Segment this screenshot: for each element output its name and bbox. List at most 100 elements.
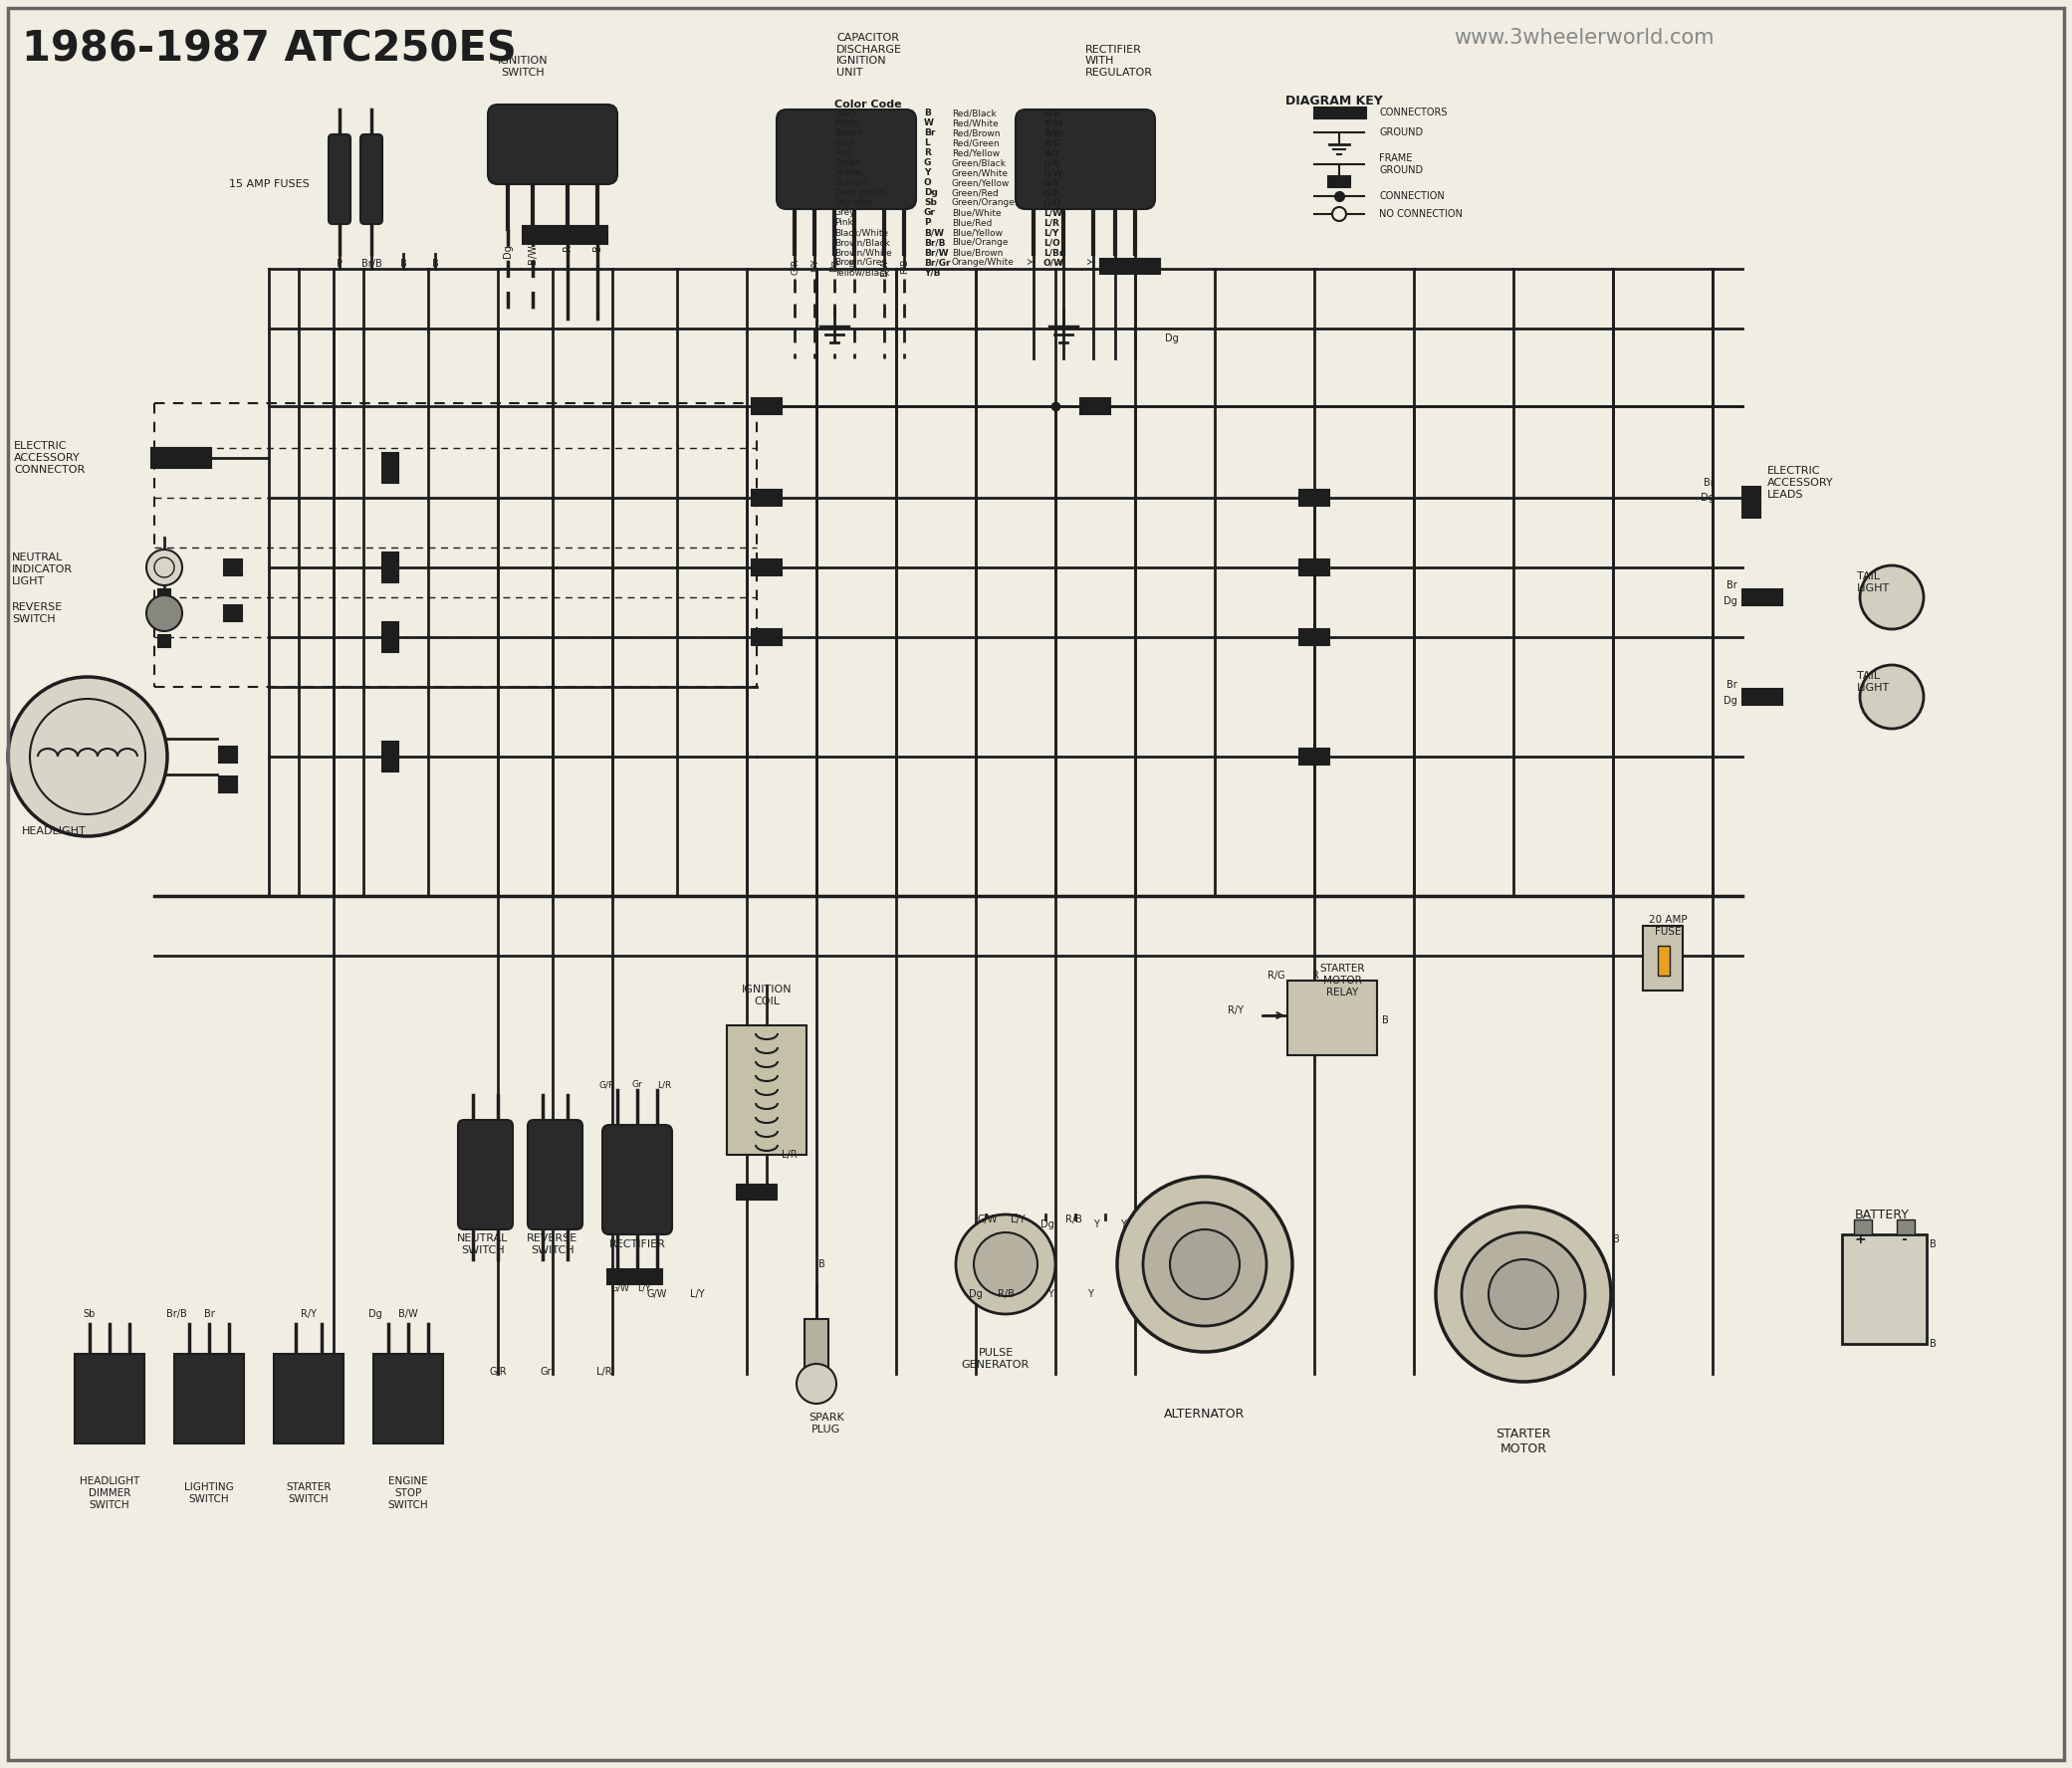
Bar	[752, 490, 781, 506]
Text: R/B: R/B	[1044, 110, 1061, 118]
Text: ENGINE
STOP
SWITCH: ENGINE STOP SWITCH	[387, 1476, 429, 1510]
Text: Y/B: Y/B	[924, 269, 941, 278]
Bar	[383, 552, 398, 582]
Text: L/Br: L/Br	[1044, 248, 1063, 258]
Text: R/B: R/B	[997, 1289, 1013, 1299]
Text: Red/Black: Red/Black	[951, 110, 997, 118]
Text: Green/White: Green/White	[951, 168, 1009, 179]
Bar	[522, 226, 607, 244]
Text: STARTER
MOTOR: STARTER MOTOR	[1496, 1427, 1552, 1455]
Text: Br/B: Br/B	[361, 258, 381, 269]
Text: R: R	[564, 244, 572, 251]
Circle shape	[1461, 1232, 1585, 1356]
Text: Y: Y	[924, 168, 930, 179]
Text: Blue/Red: Blue/Red	[951, 219, 992, 228]
Text: Br: Br	[203, 1308, 213, 1319]
Bar	[1299, 629, 1330, 645]
Text: R/W: R/W	[1044, 118, 1063, 127]
Text: Dg: Dg	[503, 244, 512, 258]
Text: G: G	[924, 159, 930, 168]
Text: Y: Y	[1048, 1289, 1053, 1299]
Text: R/Y: R/Y	[1044, 149, 1061, 157]
Text: G/R: G/R	[789, 258, 800, 276]
Text: Br: Br	[1726, 580, 1738, 591]
Text: Color Code: Color Code	[835, 99, 901, 110]
Bar	[738, 1185, 777, 1199]
Bar	[1328, 177, 1351, 187]
Bar	[1743, 589, 1782, 605]
Bar	[151, 447, 211, 469]
Bar	[1743, 690, 1782, 705]
Text: B: B	[924, 110, 930, 118]
Text: O/W: O/W	[1044, 258, 1065, 267]
Text: G/W: G/W	[1044, 168, 1063, 179]
Text: L/Y: L/Y	[1044, 228, 1059, 237]
Text: Red/Brown: Red/Brown	[951, 129, 1001, 138]
Text: L/R: L/R	[781, 1149, 798, 1160]
Text: R/Br: R/Br	[1044, 129, 1065, 138]
Text: L/Y: L/Y	[810, 258, 818, 272]
Text: R/B: R/B	[1065, 1215, 1082, 1225]
Bar	[804, 1319, 829, 1374]
Text: L/R: L/R	[597, 1367, 611, 1377]
Bar	[752, 398, 781, 414]
Text: Sb: Sb	[83, 1308, 95, 1319]
Bar	[383, 741, 398, 771]
FancyBboxPatch shape	[603, 1124, 671, 1234]
Bar	[1080, 398, 1111, 414]
Text: R/Y: R/Y	[1229, 1006, 1243, 1015]
Text: R: R	[924, 149, 930, 157]
Text: B: B	[1929, 1338, 1937, 1349]
Bar	[220, 746, 236, 762]
Text: R/G: R/G	[1268, 971, 1285, 981]
Text: Dg: Dg	[1701, 493, 1714, 502]
Text: Gr: Gr	[632, 1080, 642, 1089]
Text: White: White	[835, 118, 860, 127]
Text: L/W: L/W	[1044, 209, 1063, 217]
Text: Green/Red: Green/Red	[951, 189, 999, 198]
Text: PULSE
GENERATOR: PULSE GENERATOR	[961, 1347, 1030, 1370]
Text: G/B: G/B	[1044, 159, 1061, 168]
Bar	[1854, 1220, 1871, 1234]
Text: Y: Y	[1088, 1289, 1094, 1299]
Text: BATTERY: BATTERY	[1854, 1208, 1908, 1222]
Text: G/O: G/O	[1044, 198, 1061, 207]
Text: Red/White: Red/White	[951, 118, 999, 127]
Text: Br: Br	[1703, 477, 1714, 488]
Text: G/R: G/R	[599, 1080, 615, 1089]
Bar	[1287, 981, 1378, 1055]
Text: IGNITION
COIL: IGNITION COIL	[742, 985, 792, 1006]
Bar	[224, 605, 242, 621]
Text: Red/Green: Red/Green	[951, 140, 999, 149]
Text: Yellow,: Yellow,	[835, 168, 864, 179]
Text: CONNECTION: CONNECTION	[1380, 191, 1444, 202]
Text: R: R	[1312, 971, 1320, 981]
Text: B/W: B/W	[881, 258, 889, 278]
Text: Br: Br	[924, 129, 934, 138]
Text: Brown/Black: Brown/Black	[835, 239, 889, 248]
Text: Brown/White: Brown/White	[835, 248, 891, 258]
FancyBboxPatch shape	[458, 1119, 512, 1229]
Circle shape	[1171, 1229, 1239, 1299]
Text: B: B	[1129, 258, 1140, 265]
Text: Dg: Dg	[1724, 697, 1738, 705]
Circle shape	[796, 1363, 837, 1404]
Text: B/W: B/W	[528, 244, 537, 263]
Text: Y: Y	[1088, 258, 1098, 265]
Text: Green/Orange: Green/Orange	[951, 198, 1015, 207]
Bar	[75, 1354, 145, 1443]
Text: Br/Gr: Br/Gr	[924, 258, 951, 267]
Text: B: B	[818, 1259, 825, 1269]
Text: B: B	[431, 258, 439, 269]
Bar	[1743, 502, 1761, 518]
FancyBboxPatch shape	[361, 134, 383, 225]
Text: RECTIFIER: RECTIFIER	[609, 1239, 665, 1250]
Text: Y: Y	[1059, 258, 1069, 265]
Text: HEADLIGHT
DIMMER
SWITCH: HEADLIGHT DIMMER SWITCH	[79, 1476, 139, 1510]
Bar	[274, 1354, 344, 1443]
Text: B: B	[1612, 1234, 1620, 1245]
Text: Dark green: Dark green	[835, 189, 885, 198]
Text: Yellow/Black: Yellow/Black	[835, 269, 889, 278]
Text: G/W: G/W	[611, 1284, 630, 1292]
Text: GROUND: GROUND	[1380, 127, 1423, 138]
